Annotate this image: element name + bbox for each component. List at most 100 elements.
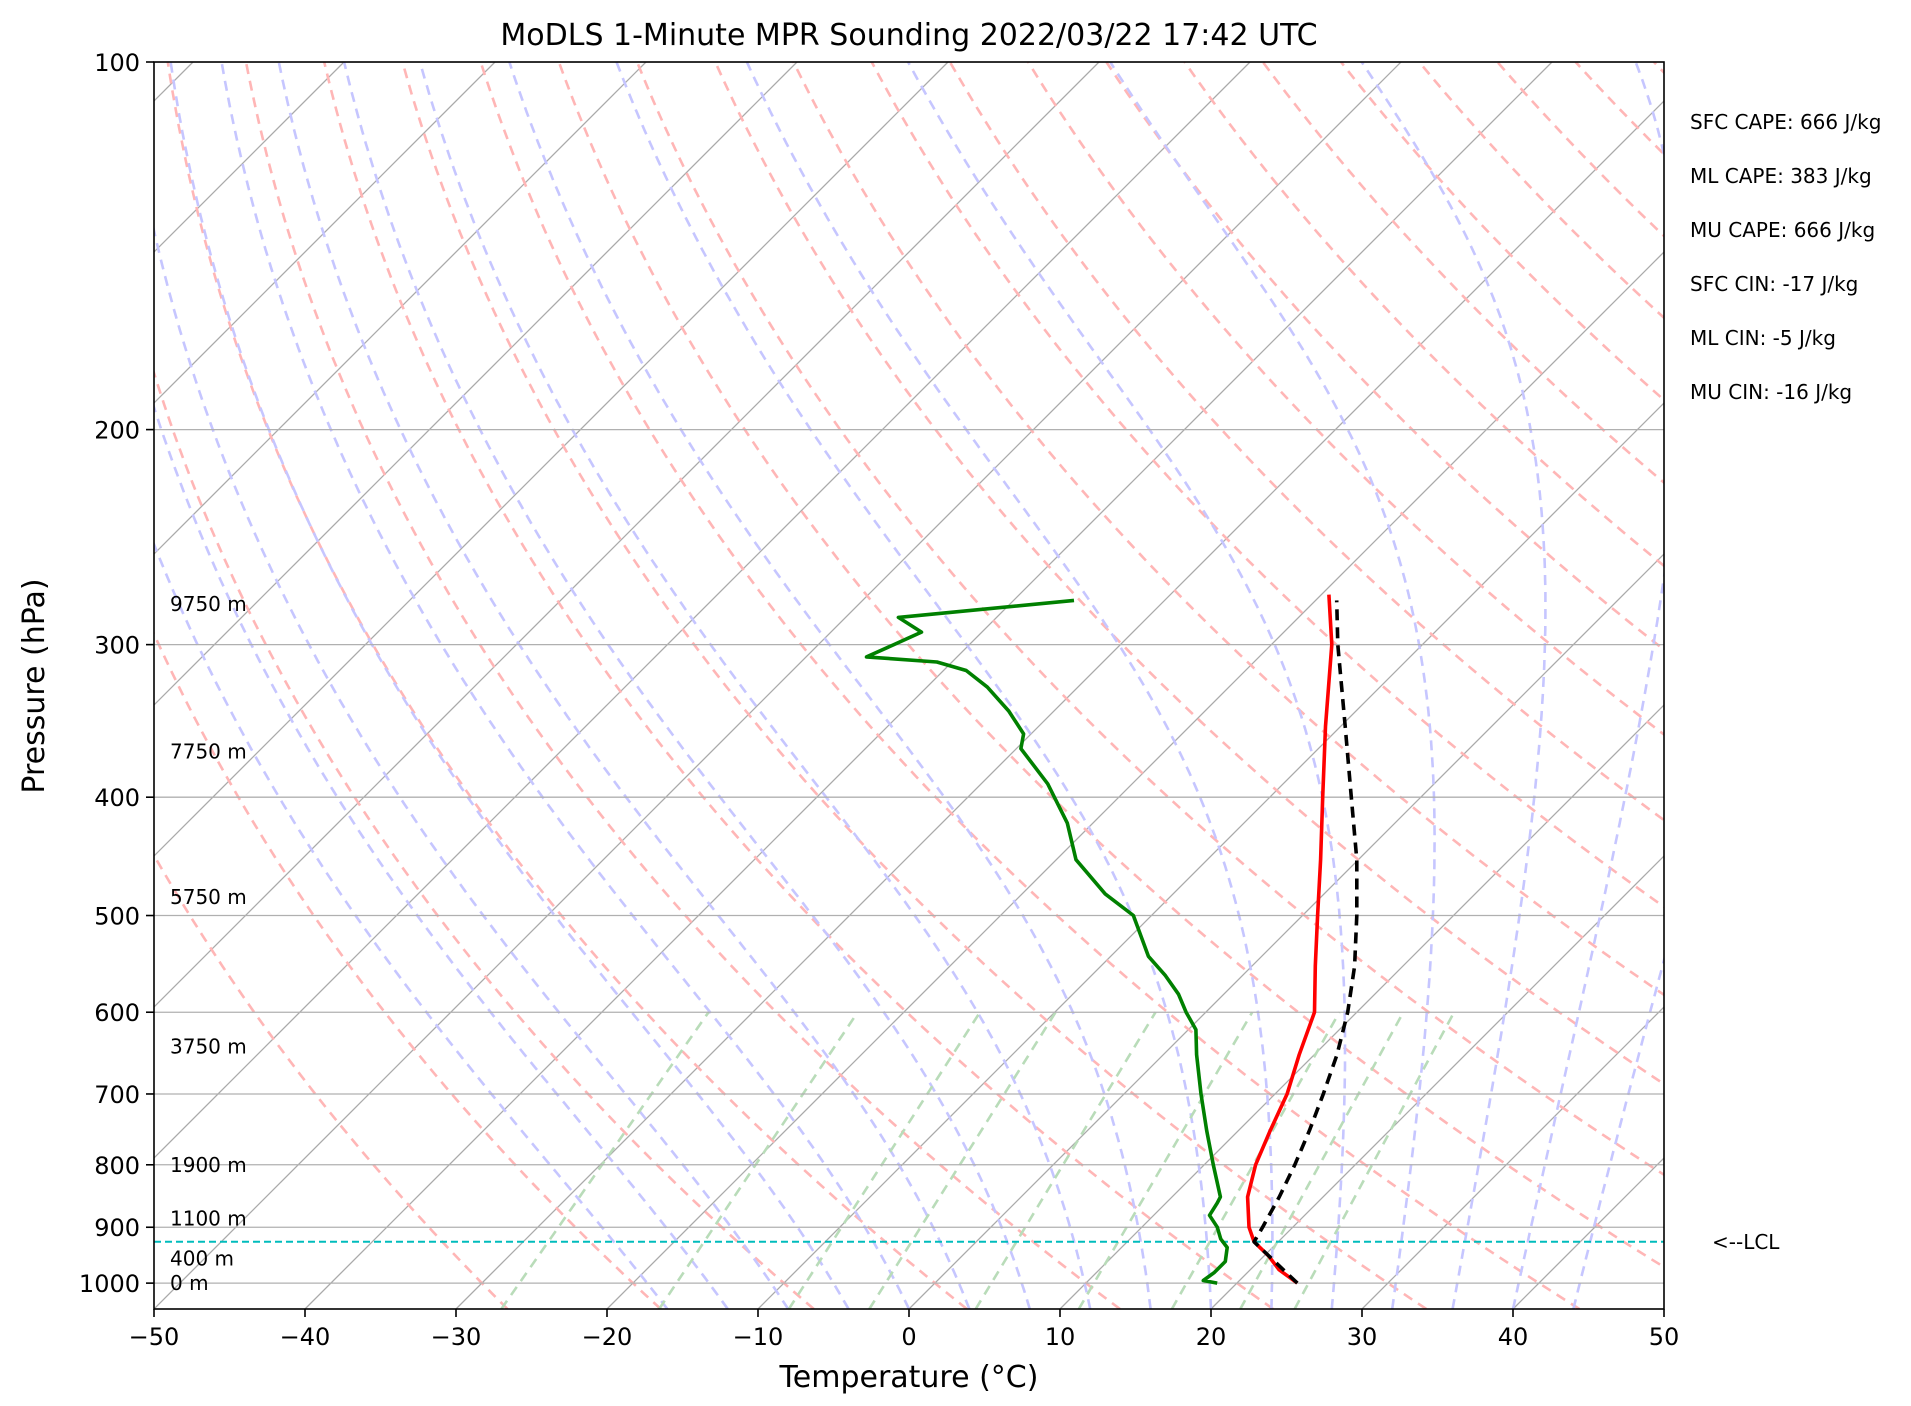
x-tick-label: −30 (431, 1323, 482, 1351)
dry-adiabat-line (948, 62, 1664, 822)
y-tick-label: 500 (94, 903, 140, 931)
dry-adiabat-line (479, 62, 1581, 1309)
isotherm-line (1361, 1006, 1664, 1309)
dry-adiabat-line (870, 62, 1664, 909)
dry-adiabat-line (1183, 62, 1664, 568)
background-lines (154, 62, 1911, 1309)
lcl-label: <--LCL (1712, 1230, 1780, 1254)
x-tick-label: −10 (733, 1323, 784, 1351)
mixing-ratio-line (1077, 1011, 1254, 1309)
isotherm-line (455, 100, 1664, 1309)
isotherm-line (154, 62, 949, 857)
height-label: 7750 m (170, 740, 247, 764)
cape-annotation: SFC CAPE: 666 J/kg (1690, 110, 1881, 134)
chart-title: MoDLS 1-Minute MPR Sounding 2022/03/22 1… (500, 18, 1317, 53)
isotherm-line (154, 62, 496, 404)
x-tick-label: 0 (901, 1323, 916, 1351)
mixing-ratio-line (500, 1011, 710, 1309)
y-tick-label: 100 (94, 49, 140, 77)
mixing-ratio-line (868, 1011, 1057, 1309)
dry-adiabat-line (635, 62, 1664, 1177)
cape-annotation: MU CAPE: 666 J/kg (1690, 218, 1875, 242)
isotherm-line (154, 62, 1100, 1008)
x-tick-label: −40 (280, 1323, 331, 1351)
moist-adiabat-line (1511, 62, 1664, 1309)
y-tick-label: 900 (94, 1214, 140, 1242)
dry-adiabat-line (154, 852, 509, 1309)
isotherm-line (154, 62, 1251, 1159)
mixing-ratio-line (1293, 1011, 1456, 1309)
x-tick-label: −50 (129, 1323, 180, 1351)
dry-adiabat-line (1652, 62, 1664, 75)
moist-adiabat-line (1109, 62, 1436, 1309)
y-axis-ticks: 100 200 300 400 500 600 700 800 900 1000 (79, 49, 154, 1298)
y-tick-label: 800 (94, 1152, 140, 1180)
dry-adiabat-line (714, 62, 1664, 1086)
height-label: 0 m (170, 1271, 209, 1295)
isotherm-line (908, 553, 1664, 1309)
y-axis-label: Pressure (hPa) (17, 578, 52, 793)
cape-annotation: ML CIN: -5 J/kg (1690, 326, 1836, 350)
x-tick-label: 10 (1045, 1323, 1076, 1351)
isotherm-line (154, 62, 647, 555)
mixing-ratio-line (1239, 1011, 1405, 1309)
x-tick-label: 40 (1498, 1323, 1529, 1351)
isotherm-line (304, 62, 1553, 1309)
y-tick-label: 300 (94, 632, 140, 660)
x-axis-label: Temperature (°C) (779, 1360, 1039, 1395)
dry-adiabat-line (1574, 62, 1664, 157)
moist-adiabat-line (342, 62, 1032, 1309)
profile-lines (864, 594, 1359, 1285)
moist-adiabat-line (154, 540, 669, 1309)
mixing-ratio-line (787, 1011, 982, 1309)
dry-adiabat-line (1339, 62, 1664, 402)
moist-adiabat-line (154, 403, 729, 1309)
height-label: 3750 m (170, 1034, 247, 1058)
isotherm-line (1210, 855, 1664, 1309)
dry-adiabat-line (1027, 62, 1664, 737)
dry-adiabat-line (1496, 62, 1664, 238)
y-tick-label: 700 (94, 1081, 140, 1109)
moist-adiabat-line (615, 62, 1213, 1309)
x-axis-ticks: −50 −40 −30 −20 −10 0 10 20 30 40 50 (129, 1309, 1680, 1351)
moist-adiabat-line (154, 224, 790, 1309)
cape-annotation: MU CIN: -16 J/kg (1690, 380, 1852, 404)
isotherm-line (154, 62, 1402, 1309)
dry-adiabat-line (322, 62, 1274, 1309)
isotherm-line (757, 402, 1664, 1309)
dry-adiabat-line (154, 630, 662, 1309)
y-tick-label: 400 (94, 784, 140, 812)
moist-adiabat-line (906, 62, 1347, 1309)
moist-adiabat-line (1572, 955, 1664, 1309)
y-tick-label: 200 (94, 417, 140, 445)
profile-series-0 (1245, 594, 1334, 1285)
mixing-ratio-line (658, 1011, 859, 1309)
dry-adiabat-line (792, 62, 1664, 997)
dry-adiabat-line (1732, 62, 1911, 1309)
dry-adiabat-line (401, 62, 1428, 1309)
dry-adiabat-line (1418, 62, 1664, 320)
height-label: 1900 m (170, 1153, 247, 1177)
cape-annotation: ML CAPE: 383 J/kg (1690, 164, 1872, 188)
moist-adiabat-line (220, 62, 911, 1309)
moist-adiabat-line (1360, 62, 1547, 1309)
y-tick-label: 1000 (79, 1270, 140, 1298)
x-tick-label: 30 (1347, 1323, 1378, 1351)
height-label: 9750 m (170, 592, 247, 616)
moist-adiabat-line (745, 62, 1274, 1309)
x-tick-label: 20 (1196, 1323, 1227, 1351)
x-tick-label: 50 (1649, 1323, 1680, 1351)
y-tick-label: 600 (94, 999, 140, 1027)
height-label: 5750 m (170, 885, 247, 909)
dry-adiabat-line (1105, 62, 1664, 652)
height-label: 400 m (170, 1247, 234, 1271)
dry-adiabat-line (166, 62, 968, 1309)
x-tick-label: −20 (582, 1323, 633, 1351)
isotherm-line (1663, 1308, 1664, 1309)
moist-adiabat-line (418, 62, 1092, 1309)
cape-annotations: SFC CAPE: 666 J/kg ML CAPE: 383 J/kg MU CA… (1690, 110, 1881, 404)
isotherm-line (606, 251, 1664, 1309)
profile-series-2 (1252, 600, 1359, 1285)
isotherm-line (154, 62, 798, 706)
